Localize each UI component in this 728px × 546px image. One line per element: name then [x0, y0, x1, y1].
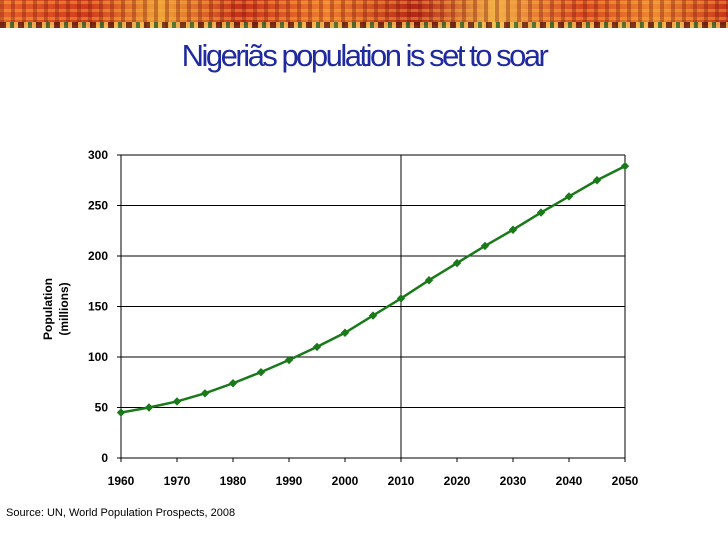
data-point-1965 [144, 403, 154, 412]
y-tick-label-300: 300 [88, 148, 108, 162]
source-note: Source: UN, World Population Prospects, … [6, 507, 236, 519]
y-axis-label-line-2: (millions) [57, 282, 71, 335]
y-tick-label-50: 50 [95, 401, 109, 415]
slide-title: Nigeriãs population is set to soar [181, 38, 549, 73]
data-point-2010 [396, 294, 406, 303]
x-tick-label-2030: 2030 [500, 474, 527, 488]
data-point-1990 [284, 355, 294, 365]
y-tick-label-150: 150 [88, 300, 108, 314]
gridlines [121, 154, 625, 458]
data-point-2045 [592, 176, 602, 185]
y-tick-label-200: 200 [88, 249, 108, 263]
x-tick-label-2050: 2050 [612, 474, 639, 488]
data-point-1960 [116, 408, 126, 417]
data-point-1985 [256, 367, 266, 377]
x-tick-label-1990: 1990 [276, 474, 303, 488]
x-tick-label-1980: 1980 [220, 474, 247, 488]
x-tick-labels: 1960 1970 1980 1990 2000 2010 2020 2030 2040 2050 [108, 474, 639, 488]
data-point-2015 [424, 276, 434, 285]
data-point-1975 [200, 389, 210, 398]
series-group [116, 161, 630, 417]
data-point-2040 [564, 192, 574, 201]
x-tick-label-2040: 2040 [556, 474, 583, 488]
data-point-2000 [340, 328, 350, 337]
x-tick-label-1960: 1960 [108, 474, 135, 488]
data-point-2005 [368, 311, 378, 320]
y-tick-label-100: 100 [88, 350, 108, 364]
data-point-1995 [312, 342, 322, 352]
y-tick-label-0: 0 [101, 451, 108, 465]
y-tick-label-250: 250 [88, 199, 108, 213]
data-point-2020 [452, 258, 462, 268]
x-tick-label-2010: 2010 [388, 474, 415, 488]
data-point-2050 [620, 161, 630, 171]
x-tick-label-1970: 1970 [164, 474, 191, 488]
data-point-2025 [480, 241, 490, 251]
x-tick-label-2020: 2020 [444, 474, 471, 488]
data-point-2035 [536, 208, 546, 217]
series-line-0 [120, 164, 626, 414]
y-axis-label-line-1: Population [41, 278, 55, 340]
x-tick-label-2000: 2000 [332, 474, 359, 488]
kente-banner-stripe [0, 22, 728, 28]
data-point-1980 [228, 379, 238, 388]
data-point-2030 [508, 225, 518, 234]
chart-axes [117, 154, 626, 462]
data-point-1970 [172, 397, 182, 406]
y-tick-labels: 0 50 100 150 200 250 300 [88, 148, 108, 465]
